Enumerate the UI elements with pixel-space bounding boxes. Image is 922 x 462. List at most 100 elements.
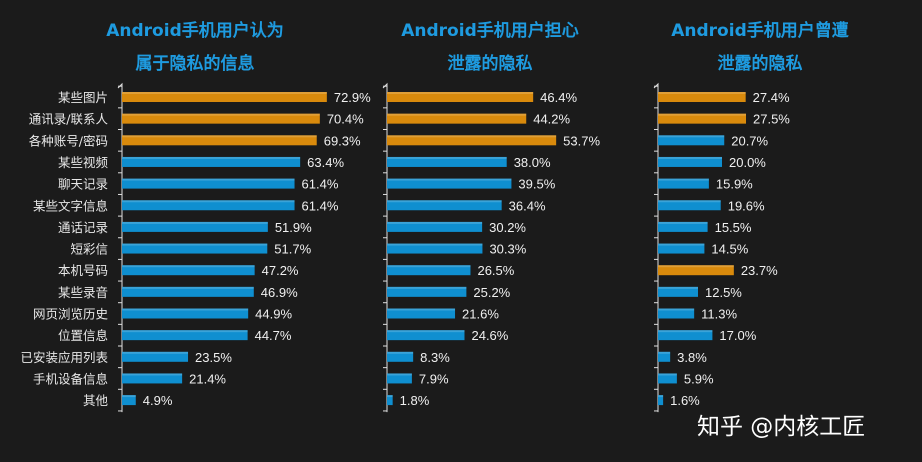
bar-highlight [122, 308, 249, 311]
category-label: 各种账号/密码 [29, 133, 108, 148]
bar [387, 135, 557, 146]
bar-highlight [387, 330, 465, 333]
bar-highlight [122, 286, 254, 289]
bar [658, 286, 698, 297]
bar [122, 156, 301, 167]
data-label: 15.9% [716, 177, 753, 192]
data-label: 7.9% [419, 371, 449, 386]
bar [658, 178, 709, 189]
chart-title: 泄露的隐私 [448, 53, 533, 74]
bar [122, 200, 295, 211]
category-label: 手机设备信息 [33, 371, 108, 386]
data-label: 26.5% [477, 263, 514, 278]
bar [387, 221, 483, 232]
data-label: 44.9% [255, 307, 292, 322]
bar [658, 243, 705, 254]
bar [122, 351, 189, 362]
bar [658, 351, 671, 362]
bar-highlight [387, 373, 412, 376]
data-label: 72.9% [334, 90, 371, 105]
data-label: 36.4% [509, 198, 546, 213]
bar [122, 308, 249, 319]
bar-highlight [658, 221, 708, 224]
bar-highlight [122, 156, 301, 159]
bar-highlight [658, 200, 721, 203]
bar [387, 308, 456, 319]
bar-highlight [122, 135, 317, 138]
bar [387, 92, 534, 102]
data-label: 17.0% [719, 328, 756, 343]
bar [658, 113, 746, 124]
bar [387, 243, 483, 254]
bar [387, 330, 465, 341]
bar [658, 330, 713, 341]
bar-highlight [387, 200, 502, 203]
bar-highlight [387, 221, 483, 224]
chart-title: Android手机用户曾遭 [671, 20, 849, 41]
bar-highlight [387, 92, 534, 94]
data-label: 24.6% [471, 328, 508, 343]
data-label: 69.3% [324, 133, 361, 148]
data-label: 46.4% [540, 90, 577, 105]
data-label: 27.5% [753, 112, 790, 127]
category-label: 其他 [83, 393, 109, 408]
bar-highlight [122, 200, 295, 203]
bar-highlight [658, 351, 671, 354]
bar-highlight [658, 308, 695, 311]
data-label: 12.5% [705, 285, 742, 300]
data-label: 39.5% [518, 177, 555, 192]
bar-highlight [658, 265, 734, 268]
data-label: 51.9% [275, 220, 312, 235]
category-label: 位置信息 [58, 328, 108, 343]
bar-highlight [658, 243, 705, 246]
data-label: 47.2% [262, 263, 299, 278]
bar [387, 286, 467, 297]
data-label: 8.3% [420, 350, 450, 365]
data-label: 20.0% [729, 155, 766, 170]
data-label: 30.2% [489, 220, 526, 235]
data-label: 27.4% [753, 90, 790, 105]
data-label: 23.5% [195, 350, 232, 365]
bar [387, 113, 527, 124]
data-label: 3.8% [677, 350, 707, 365]
data-label: 4.9% [143, 393, 173, 408]
data-label: 19.6% [728, 198, 765, 213]
bar-panel: 72.9% 70.4% 69.3% 63.4% 61.4% 61.4% 51.9% 51.7%… [117, 82, 371, 413]
data-label: 61.4% [302, 198, 339, 213]
bar-highlight [658, 135, 725, 138]
chart-title: 属于隐私的信息 [136, 53, 255, 74]
bar-highlight [122, 265, 255, 268]
bar [387, 156, 507, 167]
bar-highlight [658, 92, 746, 94]
bar-highlight [658, 373, 677, 376]
data-label: 44.7% [255, 328, 292, 343]
bar [387, 373, 412, 384]
category-label: 短彩信 [70, 242, 108, 257]
bar-highlight [658, 286, 698, 289]
category-label: 通话记录 [58, 220, 108, 235]
bar [658, 156, 722, 167]
bar-highlight [387, 135, 557, 138]
data-label: 61.4% [302, 177, 339, 192]
bar-highlight [658, 330, 713, 333]
category-label: 某些录音 [58, 285, 108, 300]
bar [387, 395, 393, 406]
category-label: 通讯录/联系人 [29, 112, 109, 127]
bar-highlight [387, 243, 483, 246]
bar [387, 351, 414, 362]
bar-highlight [122, 243, 268, 246]
bar [122, 286, 254, 297]
data-label: 1.8% [400, 393, 430, 408]
bar [658, 395, 664, 406]
data-label: 15.5% [715, 220, 752, 235]
data-label: 14.5% [711, 242, 748, 257]
data-label: 11.3% [701, 307, 737, 322]
bar [122, 113, 320, 124]
data-label: 44.2% [533, 112, 570, 127]
bar [122, 395, 136, 406]
bar [658, 373, 677, 384]
bar [658, 221, 708, 232]
bar-highlight [122, 330, 248, 333]
data-label: 46.9% [261, 285, 298, 300]
